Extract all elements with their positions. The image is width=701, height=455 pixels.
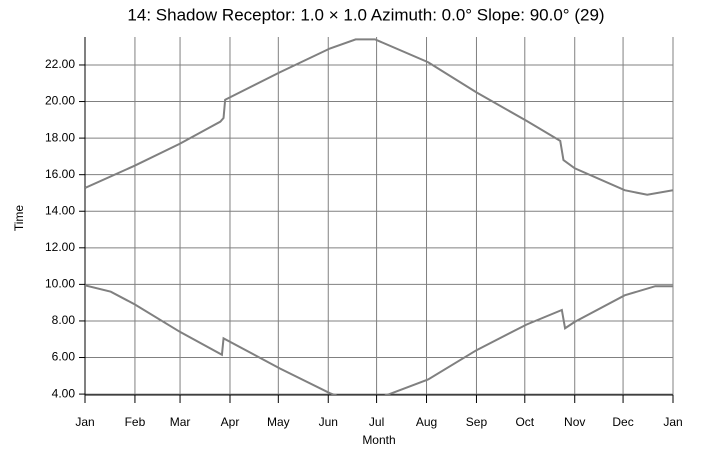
y-tick-label: 12.00 <box>45 240 75 254</box>
plot-area <box>85 38 673 395</box>
x-tick-label: Jul <box>369 415 384 429</box>
x-tick-label: Apr <box>221 415 240 429</box>
x-tick-label: Mar <box>170 415 191 429</box>
y-tick-label: 14.00 <box>45 203 75 217</box>
y-tick-label: 4.00 <box>52 386 76 400</box>
y-tick-label: 18.00 <box>45 130 75 144</box>
x-tick-label: Aug <box>416 415 437 429</box>
data-line <box>85 38 673 196</box>
x-tick-label: Oct <box>515 415 534 429</box>
y-axis-label: Time <box>12 205 26 232</box>
x-tick-label: Jan <box>663 415 682 429</box>
y-tick-label: 8.00 <box>52 313 76 327</box>
x-tick-label: Nov <box>564 415 585 429</box>
x-tick-label: Jan <box>75 415 94 429</box>
x-tick-label: Dec <box>612 415 633 429</box>
chart-title: 14: Shadow Receptor: 1.0 × 1.0 Azimuth: … <box>127 5 604 24</box>
x-tick-label: Feb <box>125 415 146 429</box>
x-tick-label: Jun <box>319 415 338 429</box>
y-tick-label: 22.00 <box>45 57 75 71</box>
y-tick-label: 20.00 <box>45 94 75 108</box>
y-tick-label: 16.00 <box>45 167 75 181</box>
data-line <box>85 284 673 395</box>
y-tick-label: 10.00 <box>45 277 75 291</box>
x-axis-label: Month <box>362 433 395 447</box>
x-tick-label: May <box>267 415 290 429</box>
x-tick-label: Sep <box>466 415 488 429</box>
y-tick-label: 6.00 <box>52 350 76 364</box>
